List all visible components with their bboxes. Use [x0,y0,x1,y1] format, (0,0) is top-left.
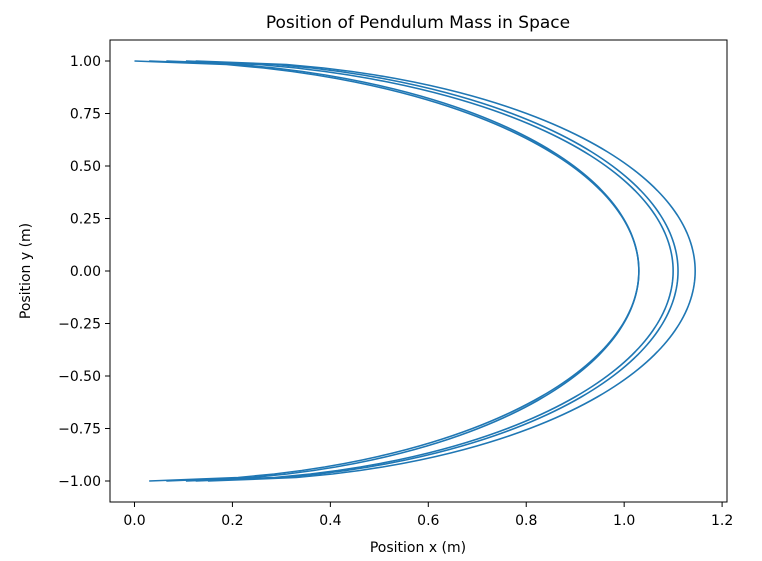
trajectory-line [195,60,696,482]
y-tick-label: 0.25 [70,212,101,228]
y-tick-label: 0.75 [70,107,101,123]
y-tick-label: −0.75 [58,422,101,438]
trajectory-line [134,60,640,482]
plot-lines [134,60,696,482]
trajectory-line [149,60,640,482]
trajectory-line [185,60,679,482]
chart-title: Position of Pendulum Mass in Space [266,13,570,33]
y-tick-label: 1.00 [70,54,101,70]
y-tick-label: 0.00 [70,264,101,280]
y-tick-label: −0.50 [58,369,101,385]
y-axis-label: Position y (m) [18,223,34,319]
x-tick-label: 0.4 [319,513,341,529]
x-tick-label: 0.0 [123,513,145,529]
x-tick-label: 0.6 [417,513,439,529]
x-axis: 0.0 0.2 0.4 0.6 0.8 1.0 1.2 [123,502,733,529]
x-tick-label: 1.0 [613,513,635,529]
plot-frame [109,39,728,503]
y-tick-label: −0.25 [58,317,101,333]
x-axis-label: Position x (m) [370,540,466,556]
y-tick-label: 0.50 [70,159,101,175]
y-tick-label: −1.00 [58,474,101,490]
y-axis: 1.00 0.75 0.50 0.25 0.00 −0.25 −0.50 −0.75 −1.00 [58,54,110,490]
trajectory-line [166,60,674,482]
x-tick-label: 0.2 [221,513,243,529]
x-tick-label: 0.8 [515,513,537,529]
x-tick-label: 1.2 [711,513,733,529]
